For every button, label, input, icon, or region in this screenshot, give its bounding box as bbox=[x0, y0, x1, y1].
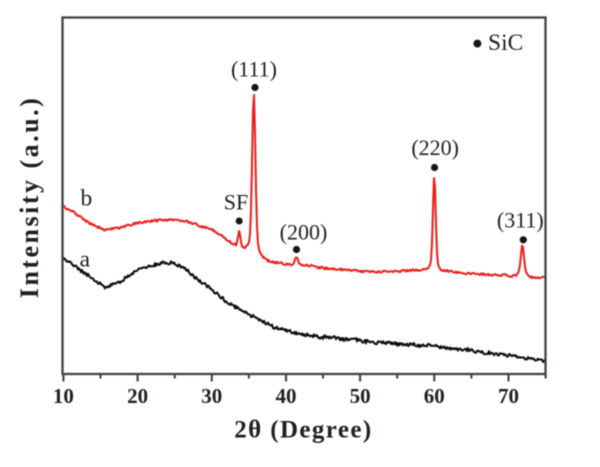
svg-text:a: a bbox=[80, 247, 91, 273]
svg-text:b: b bbox=[81, 186, 93, 212]
svg-text:(200): (200) bbox=[280, 220, 328, 245]
svg-text:(111): (111) bbox=[231, 57, 277, 82]
svg-text:50: 50 bbox=[350, 384, 371, 408]
svg-text:2θ (Degree): 2θ (Degree) bbox=[234, 417, 372, 444]
svg-text:SF: SF bbox=[224, 189, 248, 214]
svg-text:40: 40 bbox=[276, 384, 297, 408]
svg-text:SiC: SiC bbox=[488, 30, 523, 56]
svg-text:Intensity (a.u.): Intensity (a.u.) bbox=[15, 96, 44, 299]
svg-text:(220): (220) bbox=[411, 135, 459, 160]
svg-text:(311): (311) bbox=[497, 208, 544, 233]
svg-text:20: 20 bbox=[127, 384, 148, 408]
svg-text:60: 60 bbox=[424, 384, 445, 408]
svg-text:30: 30 bbox=[201, 384, 222, 408]
svg-text:10: 10 bbox=[53, 384, 74, 408]
svg-text:70: 70 bbox=[498, 384, 519, 408]
